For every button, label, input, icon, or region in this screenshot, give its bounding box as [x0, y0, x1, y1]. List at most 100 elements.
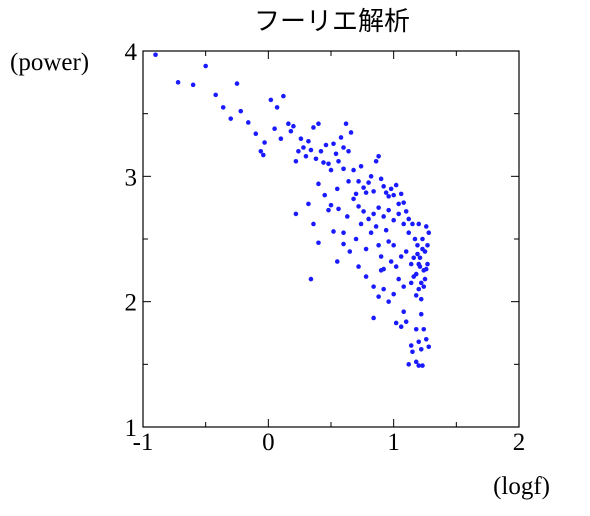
data-point	[421, 326, 427, 332]
y-tick-label: 3	[125, 164, 138, 191]
data-point	[366, 180, 371, 185]
data-point	[361, 185, 366, 190]
data-point	[415, 242, 420, 248]
data-point	[316, 181, 321, 187]
data-point	[406, 230, 412, 236]
data-point	[376, 153, 381, 159]
data-point	[326, 207, 331, 213]
data-point	[361, 209, 366, 214]
data-point	[413, 326, 419, 332]
data-point	[423, 224, 429, 229]
data-point	[373, 224, 379, 229]
data-point	[306, 138, 311, 144]
data-point	[316, 121, 321, 126]
data-point	[381, 214, 386, 219]
data-point	[351, 196, 356, 202]
data-point	[403, 249, 409, 254]
data-point	[308, 147, 314, 153]
data-point	[296, 148, 301, 154]
chart-title: フーリエ解析	[254, 7, 410, 36]
data-point	[388, 186, 394, 192]
data-point	[341, 230, 346, 236]
data-point	[323, 142, 329, 148]
data-point	[346, 148, 351, 154]
data-point	[281, 93, 286, 99]
data-point	[363, 246, 369, 252]
data-point	[378, 268, 384, 273]
x-tick-label: 2	[513, 429, 526, 456]
data-point	[190, 82, 196, 88]
data-point	[326, 161, 331, 167]
data-point	[416, 261, 422, 267]
data-point	[420, 236, 425, 242]
data-point	[293, 211, 299, 217]
data-point	[373, 158, 379, 164]
data-point	[417, 255, 423, 261]
data-point	[363, 274, 369, 279]
data-point	[261, 152, 266, 158]
data-point	[346, 179, 351, 184]
data-point	[391, 242, 396, 248]
data-point	[356, 264, 361, 269]
data-point	[153, 52, 158, 58]
data-point	[308, 276, 314, 282]
x-axis-label: (logf)	[493, 473, 550, 500]
data-point	[393, 264, 399, 269]
data-point	[175, 80, 181, 85]
data-point	[322, 192, 328, 198]
data-point	[423, 266, 429, 272]
data-point	[336, 206, 341, 212]
data-point	[415, 251, 420, 257]
data-point	[347, 249, 353, 254]
data-point	[393, 182, 399, 188]
data-point	[425, 242, 430, 248]
data-points	[153, 52, 432, 368]
data-point	[420, 246, 425, 252]
data-point	[403, 209, 409, 214]
data-point	[391, 192, 396, 198]
data-point	[401, 309, 406, 314]
data-point	[371, 284, 376, 289]
data-point	[423, 336, 429, 342]
y-tick-label: 4	[125, 39, 138, 66]
data-point	[398, 191, 404, 197]
data-point	[306, 201, 311, 207]
data-point	[371, 211, 376, 217]
plot-frame	[142, 50, 520, 428]
x-tick-label: 1	[387, 429, 400, 456]
data-point	[418, 280, 424, 286]
data-point	[311, 221, 316, 227]
data-point	[363, 190, 369, 195]
data-point	[391, 217, 396, 223]
data-point	[403, 319, 409, 325]
data-point	[274, 105, 280, 110]
data-point	[341, 145, 346, 150]
data-point	[301, 145, 306, 150]
data-point	[318, 148, 324, 154]
data-point	[288, 128, 294, 134]
data-point	[356, 204, 361, 209]
data-point	[321, 160, 326, 165]
data-point	[381, 286, 386, 292]
data-point	[278, 136, 284, 142]
x-tick-label: -1	[133, 429, 154, 456]
data-point	[396, 201, 401, 207]
data-point	[303, 153, 309, 159]
data-point	[406, 216, 412, 222]
data-point	[348, 130, 354, 135]
data-point	[311, 125, 316, 130]
data-point	[341, 166, 346, 172]
y-tick-label: 2	[125, 290, 138, 317]
data-point	[351, 167, 356, 173]
data-point	[203, 63, 208, 69]
data-point	[358, 164, 364, 169]
data-point	[383, 227, 389, 233]
axis-tick-labels: -1 0 1 2 1 2 3 4	[125, 39, 526, 456]
data-point	[336, 158, 341, 164]
data-point	[272, 126, 277, 132]
data-point	[378, 254, 384, 259]
data-point	[331, 141, 336, 147]
y-tick-label: 1	[125, 415, 138, 442]
data-point	[220, 105, 226, 110]
